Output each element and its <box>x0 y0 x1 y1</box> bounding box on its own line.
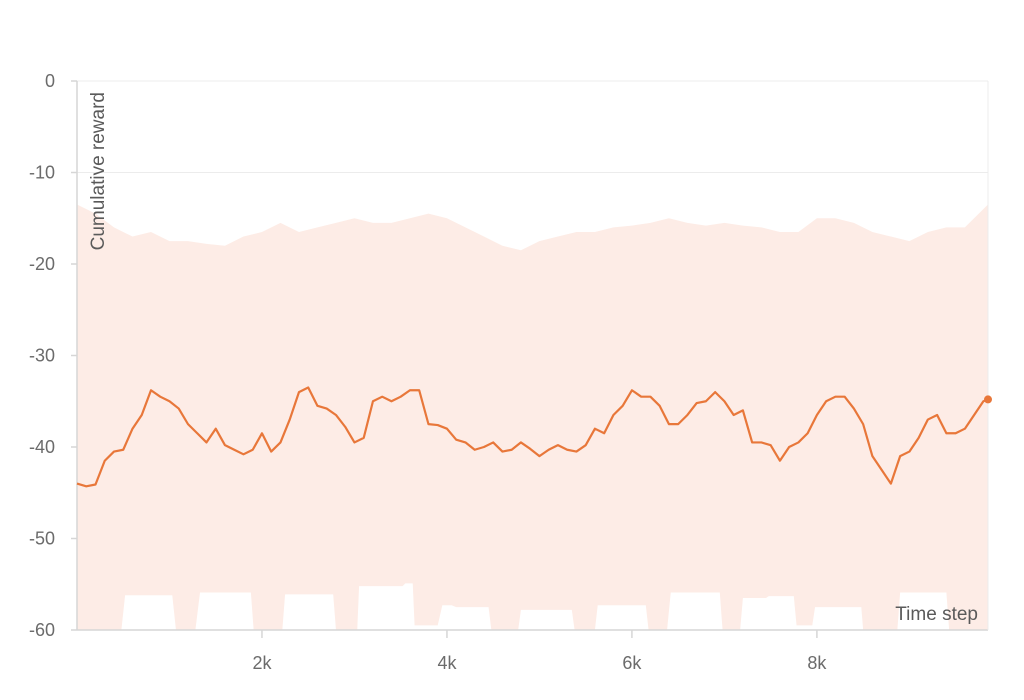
y-tick-label: 0 <box>45 71 55 91</box>
reward-line <box>76 386 989 488</box>
x-tick-label: 2k <box>252 653 272 673</box>
y-tick-label: -60 <box>29 620 55 640</box>
y-tick-label: -40 <box>29 437 55 457</box>
x-axis-title: Time step <box>895 604 978 625</box>
x-axis-ticks: 2k 4k 6k 8k <box>252 630 827 673</box>
y-axis-ticks: 0 -10 -20 -30 -40 -50 -60 <box>29 71 77 640</box>
y-tick-label: -10 <box>29 163 55 183</box>
y-tick-label: -30 <box>29 346 55 366</box>
y-tick-label: -50 <box>29 529 55 549</box>
y-tick-label: -20 <box>29 254 55 274</box>
x-tick-label: 6k <box>622 653 642 673</box>
reward-line-end-marker <box>984 395 992 404</box>
x-tick-label: 8k <box>807 653 827 673</box>
y-axis-title: Cumulative reward <box>88 92 109 250</box>
x-tick-label: 4k <box>437 653 457 673</box>
reward-confidence-band <box>77 204 988 630</box>
